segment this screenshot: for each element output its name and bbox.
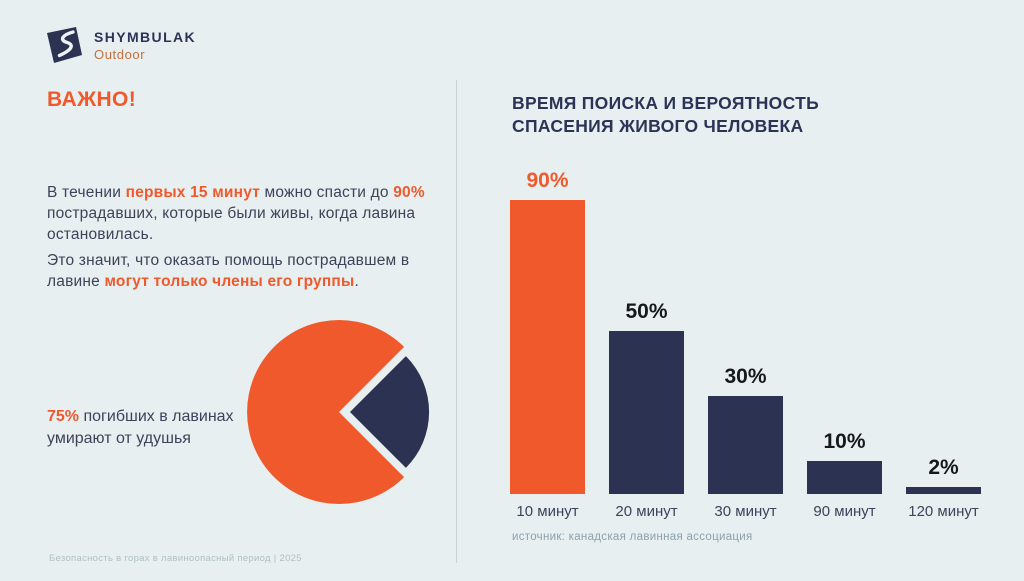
bar-chart-title-line1: ВРЕМЯ ПОИСКА И ВЕРОЯТНОСТЬ (512, 93, 819, 113)
paragraph-group-rescue: Это значит, что оказать помощь пострадав… (47, 250, 449, 292)
bar-category-label: 30 минут (714, 503, 777, 520)
bar-group-10min: 90% 10 минут (510, 169, 585, 520)
bar-category-label: 90 минут (813, 503, 876, 520)
bar-value-label: 30% (724, 365, 767, 388)
bar-group-20min: 50% 20 минут (609, 300, 684, 520)
bar (807, 461, 882, 494)
bar-group-90min: 10% 90 минут (807, 430, 882, 520)
bar-value-label: 10% (823, 430, 866, 453)
p2-highlight-group-members: могут только члены его группы (104, 272, 355, 290)
bar-group-30min: 30% 30 минут (708, 365, 783, 520)
paragraph-rescue-window: В течении первых 15 минут можно спасти д… (47, 182, 449, 245)
logo-subtitle: Outdoor (94, 47, 146, 62)
pie-slice-25 (350, 356, 430, 468)
stat-text: погибших в лавинах умирают от удушья (47, 408, 234, 447)
bar-category-label: 120 минут (908, 503, 979, 520)
p1-highlight-90pct: 90% (393, 183, 425, 201)
logo-name: SHYMBULAK (94, 29, 197, 45)
bar (510, 200, 585, 494)
chart-source: источник: канадская лавинная ассоциация (512, 531, 753, 543)
bar-chart-title-line2: СПАСЕНИЯ ЖИВОГО ЧЕЛОВЕКА (512, 116, 804, 136)
section-divider (456, 80, 457, 563)
p2-text-1: Это значит, что оказать помощь пострадав… (47, 251, 410, 290)
bar-value-label: 2% (928, 456, 959, 479)
p1-text-1: В течении (47, 183, 126, 201)
pie-slice-75 (247, 320, 405, 504)
logo-text: SHYMBULAK Outdoor (94, 29, 196, 62)
bar (906, 487, 981, 494)
p2-text-2: . (354, 272, 359, 290)
important-heading: ВАЖНО! (47, 88, 137, 111)
bar (708, 396, 783, 494)
stat-asphyxia: 75% погибших в лавинах умирают от удушья (47, 406, 277, 450)
bar-value-label: 50% (625, 300, 668, 323)
bar-chart-title: ВРЕМЯ ПОИСКА И ВЕРОЯТНОСТЬ СПАСЕНИЯ ЖИВО… (512, 92, 819, 138)
bar-group-120min: 2% 120 минут (906, 456, 981, 520)
bar (609, 331, 684, 494)
p1-text-2: можно спасти до (260, 183, 394, 201)
p1-text-3: пострадавших, которые были живы, когда л… (47, 204, 416, 243)
logo: SHYMBULAK Outdoor (46, 26, 196, 64)
bar-value-label: 90% (526, 169, 569, 192)
bar-category-label: 20 минут (615, 503, 678, 520)
bar-category-label: 10 минут (516, 503, 579, 520)
footer-note: Безопасность в горах в лавиноопасный пер… (49, 553, 302, 564)
shymbulak-logo-icon (47, 27, 82, 63)
stat-highlight-75pct: 75% (47, 408, 80, 425)
bar-chart: 90% 10 минут 50% 20 минут 30% 30 минут 1… (510, 168, 981, 520)
pie-chart (247, 320, 430, 504)
p1-highlight-first-15-min: первых 15 минут (125, 183, 261, 201)
